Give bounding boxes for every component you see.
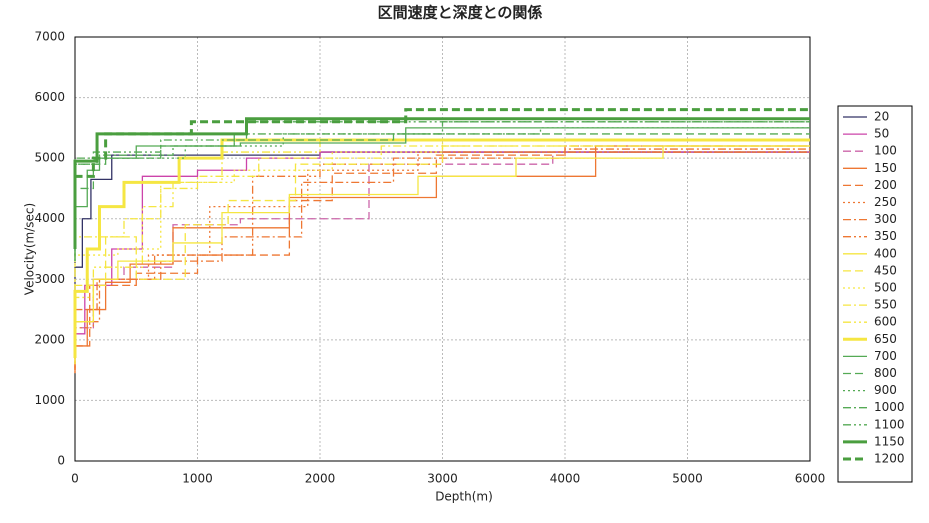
series-line (74, 145, 810, 359)
legend-label: 800 (874, 366, 897, 380)
series-line (74, 121, 810, 262)
legend-label: 400 (874, 246, 897, 260)
legend-label: 900 (874, 383, 897, 397)
legend-label: 550 (874, 298, 897, 312)
series-line (74, 151, 810, 374)
legend-label: 150 (874, 161, 897, 175)
x-tick-label: 1000 (182, 472, 213, 486)
y-tick-label: 1000 (34, 393, 65, 407)
series-line (74, 145, 810, 340)
series-line (74, 148, 810, 371)
y-tick-label: 2000 (34, 332, 65, 346)
x-tick-label: 2000 (305, 472, 336, 486)
x-tick-label: 6000 (795, 472, 826, 486)
legend-label: 20 (874, 110, 889, 124)
series-line (74, 121, 810, 256)
y-tick-label: 7000 (34, 30, 65, 44)
x-axis-label: Depth(m) (435, 490, 493, 504)
series-line (74, 145, 810, 365)
y-tick-label: 4000 (34, 211, 65, 225)
series-line (74, 127, 810, 262)
legend-label: 1150 (874, 434, 905, 448)
series-line (74, 133, 810, 243)
x-tick-label: 5000 (672, 472, 703, 486)
series-line (74, 139, 810, 365)
y-tick-label: 6000 (34, 90, 65, 104)
x-tick-label: 0 (71, 472, 79, 486)
legend-label: 50 (874, 127, 889, 141)
legend-label: 1100 (874, 417, 905, 431)
series-line (73, 108, 810, 225)
y-tick-label: 0 (57, 454, 65, 468)
legend-label: 200 (874, 178, 897, 192)
legend-label: 300 (874, 212, 897, 226)
legend-label: 500 (874, 281, 897, 295)
legend-label: 650 (874, 332, 897, 346)
chart-title: 区間速度と深度との関係 (378, 4, 543, 22)
legend-label: 350 (874, 229, 897, 243)
series-line (73, 138, 810, 359)
y-axis-label: Velocity(m/sec) (23, 203, 37, 295)
x-tick-label: 3000 (427, 472, 458, 486)
legend-label: 1000 (874, 400, 905, 414)
legend-label: 700 (874, 349, 897, 363)
series-line (74, 145, 810, 371)
y-tick-label: 5000 (34, 151, 65, 165)
legend-label: 600 (874, 315, 897, 329)
series-line (74, 151, 810, 374)
legend-label: 450 (874, 263, 897, 277)
y-tick-label: 3000 (34, 272, 65, 286)
legend-label: 100 (874, 144, 897, 158)
legend-label: 250 (874, 195, 897, 209)
x-tick-label: 4000 (550, 472, 581, 486)
series-line (73, 117, 810, 249)
legend-label: 1200 (874, 452, 905, 466)
